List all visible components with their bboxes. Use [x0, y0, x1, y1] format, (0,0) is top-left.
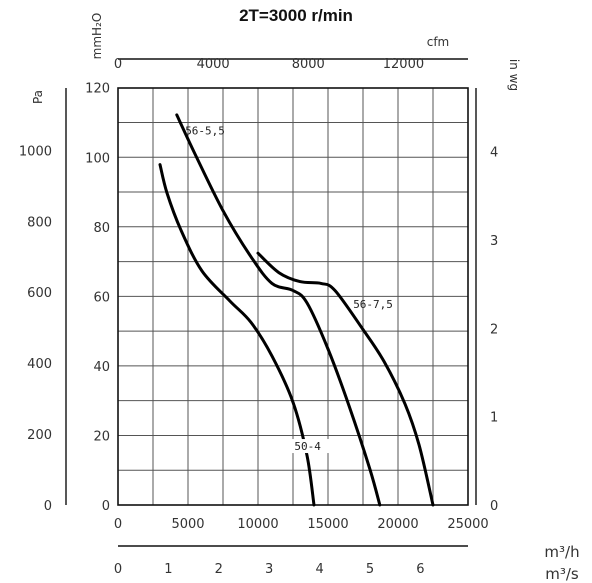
pa-tick-label: 600	[27, 286, 52, 301]
m3s-tick-label: 6	[416, 562, 424, 577]
mmh2o-tick-label: 40	[93, 360, 110, 375]
plot-frame	[117, 87, 469, 506]
cfm-tick-label: 0	[114, 57, 122, 72]
m3h-tick-label: 10000	[237, 517, 278, 532]
series-label-bg	[292, 439, 331, 454]
mmh2o-tick-label: 120	[85, 82, 110, 97]
m3h-tick-label: 20000	[377, 517, 418, 532]
pa-tick-label: 1000	[19, 144, 52, 159]
cfm-tick-label: 12000	[383, 57, 424, 72]
mmh2o-tick-label: 20	[93, 429, 110, 444]
cfm-tick-label: 4000	[197, 57, 230, 72]
series-curve-50-4	[158, 163, 316, 507]
m3h-tick-label: 0	[114, 517, 122, 532]
m3s-tick-label: 0	[114, 562, 122, 577]
inwg-tick-label: 4	[490, 146, 498, 161]
m3h-tick-label: 25000	[447, 517, 488, 532]
inwg-unit: in wg	[507, 59, 521, 91]
mmh2o-tick-label: 0	[102, 499, 110, 514]
m3s-tick-label: 4	[315, 562, 323, 577]
mmh2o-unit: mmH₂O	[90, 13, 104, 60]
m3s-tick-label: 1	[164, 562, 172, 577]
mmh2o-tick-label: 100	[85, 151, 110, 166]
series-label-56-7,5: 56-7,5	[353, 298, 393, 311]
pa-tick-label: 0	[44, 499, 52, 514]
inwg-tick-label: 3	[490, 234, 498, 249]
m3s-unit: m³/s	[545, 565, 579, 583]
series-label-56-5,5: 56-5,5	[185, 124, 225, 137]
pa-tick-label: 800	[27, 215, 52, 230]
mmh2o-tick-label: 60	[93, 290, 110, 305]
inwg-tick-label: 0	[490, 499, 498, 514]
series-curve-56-7,5	[256, 251, 435, 507]
m3s-tick-label: 2	[215, 562, 223, 577]
cfm-unit: cfm	[427, 35, 450, 49]
chart-title: 2T=3000 r/min	[239, 6, 353, 25]
inwg-tick-label: 2	[490, 322, 498, 337]
pa-tick-label: 400	[27, 357, 52, 372]
pa-tick-label: 200	[27, 428, 52, 443]
m3h-tick-label: 5000	[171, 517, 204, 532]
m3s-tick-label: 3	[265, 562, 273, 577]
grid	[118, 88, 468, 505]
mmh2o-tick-label: 80	[93, 221, 110, 236]
inwg-tick-label: 1	[490, 411, 498, 426]
cfm-tick-label: 8000	[292, 57, 325, 72]
series-curve-56-5,5	[175, 113, 382, 507]
m3h-tick-label: 15000	[307, 517, 348, 532]
m3h-unit: m³/h	[544, 543, 579, 561]
series-label-50-4: 50-4	[294, 440, 321, 453]
pa-unit: Pa	[31, 90, 45, 104]
m3s-tick-label: 5	[366, 562, 374, 577]
